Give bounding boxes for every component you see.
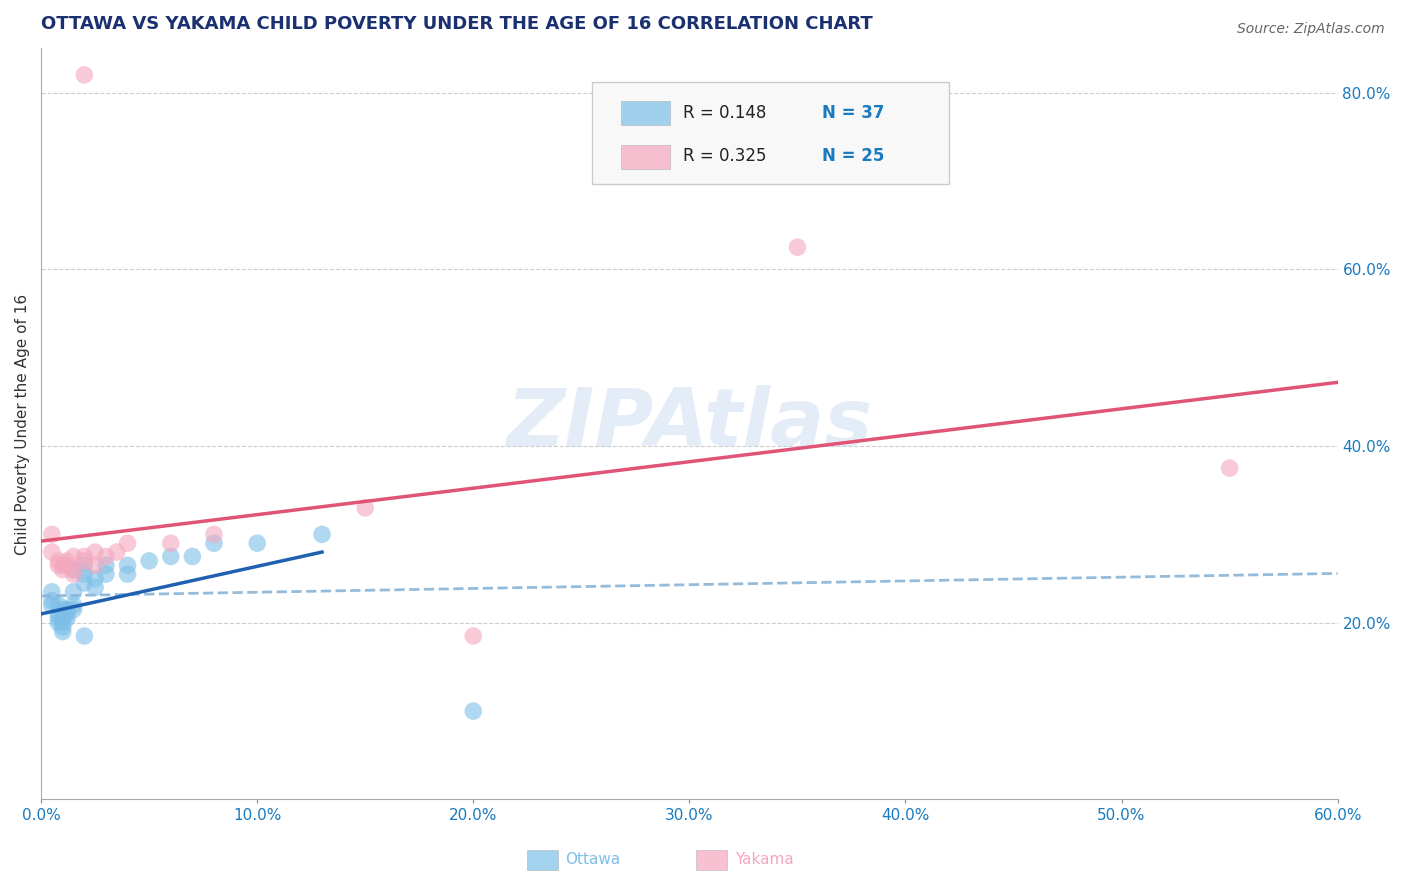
Point xyxy=(62,563,84,577)
Point xyxy=(73,567,96,582)
Point xyxy=(62,602,84,616)
Point xyxy=(62,598,84,612)
Y-axis label: Child Poverty Under the Age of 16: Child Poverty Under the Age of 16 xyxy=(15,293,30,555)
Point xyxy=(52,624,75,639)
Point xyxy=(159,536,181,550)
Point xyxy=(52,563,75,577)
Text: N = 37: N = 37 xyxy=(821,103,884,121)
Point xyxy=(73,558,96,573)
Point xyxy=(56,607,79,621)
Point xyxy=(1219,461,1241,475)
Point xyxy=(48,558,70,573)
Text: Ottawa: Ottawa xyxy=(565,853,620,867)
Point xyxy=(84,581,107,595)
Point xyxy=(41,593,63,607)
Point xyxy=(73,576,96,591)
Point xyxy=(48,615,70,630)
Point xyxy=(56,558,79,573)
FancyBboxPatch shape xyxy=(592,82,949,184)
Point xyxy=(48,598,70,612)
Point xyxy=(56,611,79,625)
Point xyxy=(138,554,160,568)
Point xyxy=(105,545,128,559)
Point xyxy=(84,558,107,573)
Point xyxy=(73,68,96,82)
Point xyxy=(786,240,808,254)
Point xyxy=(117,536,139,550)
Text: ZIPAtlas: ZIPAtlas xyxy=(506,385,873,463)
Point xyxy=(48,611,70,625)
Point xyxy=(117,567,139,582)
FancyBboxPatch shape xyxy=(620,102,669,126)
Point xyxy=(117,558,139,573)
Point xyxy=(52,611,75,625)
Point xyxy=(246,536,269,550)
Point xyxy=(52,620,75,634)
Text: N = 25: N = 25 xyxy=(821,147,884,165)
Text: Yakama: Yakama xyxy=(735,853,794,867)
Point xyxy=(73,549,96,564)
Point xyxy=(73,554,96,568)
Point xyxy=(463,704,485,718)
Point xyxy=(41,598,63,612)
Point xyxy=(94,567,117,582)
Point xyxy=(41,584,63,599)
Point xyxy=(181,549,204,564)
Point xyxy=(311,527,333,541)
Point xyxy=(94,549,117,564)
Point xyxy=(94,558,117,573)
Point xyxy=(62,584,84,599)
Point xyxy=(41,545,63,559)
Point xyxy=(62,563,84,577)
Point xyxy=(463,629,485,643)
Text: R = 0.325: R = 0.325 xyxy=(683,147,766,165)
Point xyxy=(56,602,79,616)
Point xyxy=(354,500,377,515)
Point xyxy=(202,536,225,550)
Point xyxy=(62,567,84,582)
Point xyxy=(159,549,181,564)
Point xyxy=(62,549,84,564)
Point xyxy=(52,607,75,621)
Point xyxy=(52,558,75,573)
Point xyxy=(84,572,107,586)
Point xyxy=(56,554,79,568)
Point xyxy=(48,607,70,621)
Point xyxy=(73,629,96,643)
Text: OTTAWA VS YAKAMA CHILD POVERTY UNDER THE AGE OF 16 CORRELATION CHART: OTTAWA VS YAKAMA CHILD POVERTY UNDER THE… xyxy=(41,15,873,33)
Point xyxy=(48,554,70,568)
Point xyxy=(84,545,107,559)
Text: R = 0.148: R = 0.148 xyxy=(683,103,766,121)
Point xyxy=(202,527,225,541)
Point xyxy=(52,615,75,630)
Point xyxy=(41,527,63,541)
Text: Source: ZipAtlas.com: Source: ZipAtlas.com xyxy=(1237,22,1385,37)
FancyBboxPatch shape xyxy=(620,145,669,169)
Point xyxy=(52,602,75,616)
